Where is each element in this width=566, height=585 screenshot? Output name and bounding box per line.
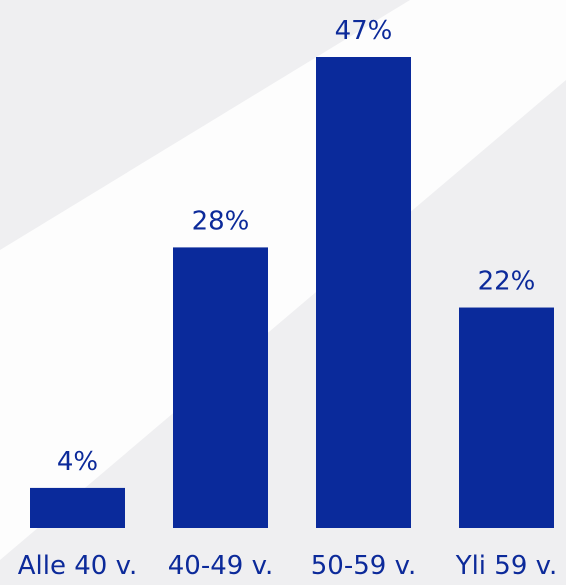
category-label: Alle 40 v. bbox=[18, 551, 137, 581]
value-label: 4% bbox=[57, 447, 98, 477]
category-label: 40-49 v. bbox=[168, 551, 273, 581]
bar bbox=[459, 307, 554, 528]
bar bbox=[316, 57, 411, 528]
category-label: Yli 59 v. bbox=[455, 551, 558, 581]
bar bbox=[173, 247, 268, 529]
bar bbox=[30, 487, 125, 528]
value-label: 22% bbox=[478, 267, 536, 297]
value-label: 28% bbox=[192, 206, 250, 236]
value-label: 47% bbox=[335, 16, 393, 46]
background-stripe bbox=[0, 0, 566, 560]
category-label: 50-59 v. bbox=[311, 551, 416, 581]
